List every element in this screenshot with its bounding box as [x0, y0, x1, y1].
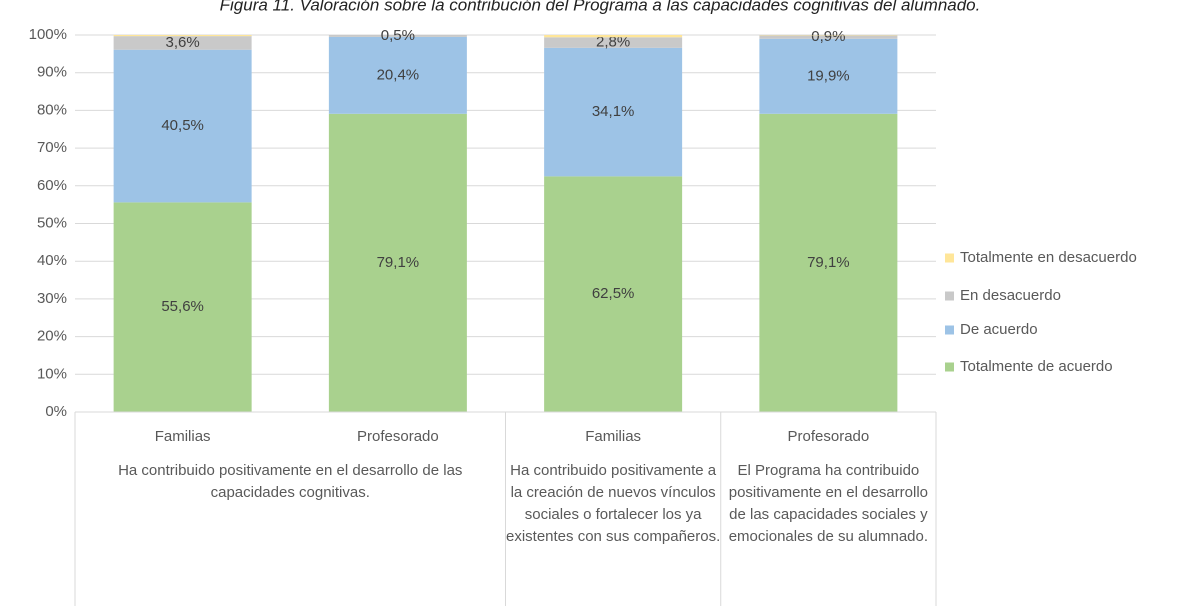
group-label: Ha contribuido positivamente en el desar… [118, 462, 463, 501]
y-tick-label: 0% [45, 403, 67, 420]
bar-segment [328, 36, 467, 114]
legend-label: De acuerdo [960, 321, 1038, 338]
y-tick-label: 10% [37, 365, 67, 382]
data-label: 34,1% [592, 103, 635, 120]
group-label: El Programa ha contribuido positivamente… [728, 462, 929, 545]
legend-swatch [945, 325, 954, 335]
legend-label: En desacuerdo [960, 287, 1061, 304]
y-tick-label: 60% [37, 177, 67, 194]
bar-segment [544, 176, 683, 412]
y-tick-label: 80% [37, 101, 67, 118]
data-label: 40,5% [161, 117, 204, 134]
x-tick-label: Familias [585, 428, 641, 445]
data-label: 20,4% [377, 66, 420, 83]
bar-segment [544, 47, 683, 177]
group-label: Ha contribuido positivamente a la creaci… [505, 462, 721, 545]
bar-segment [544, 35, 683, 38]
bar-segment [113, 35, 252, 37]
y-tick-label: 30% [37, 290, 67, 307]
data-label: 79,1% [807, 254, 850, 271]
bar-segment [759, 35, 898, 39]
x-tick-label: Familias [155, 428, 211, 445]
x-tick-label: Profesorado [788, 428, 870, 445]
bar-segment [113, 202, 252, 412]
bar-segment [759, 38, 898, 114]
chart-title: Figura 11. Valoración sobre la contribuc… [220, 0, 981, 14]
legend-label: Totalmente en desacuerdo [960, 249, 1137, 266]
y-tick-label: 100% [29, 26, 67, 43]
bar-segment [759, 113, 898, 412]
y-tick-label: 40% [37, 252, 67, 269]
y-tick-label: 20% [37, 328, 67, 345]
data-label: 2,8% [596, 34, 630, 51]
data-label: 0,5% [381, 27, 415, 44]
data-label: 79,1% [377, 254, 420, 271]
data-label: 3,6% [166, 34, 200, 51]
data-label: 0,9% [811, 28, 845, 45]
legend-swatch [945, 253, 954, 263]
y-tick-label: 50% [37, 214, 67, 231]
legend-label: Totalmente de acuerdo [960, 358, 1113, 375]
data-label: 19,9% [807, 67, 850, 84]
legend-swatch [945, 291, 954, 301]
bar-segment [328, 35, 467, 37]
bar-segment [328, 113, 467, 412]
data-label: 62,5% [592, 285, 635, 302]
data-label: 55,6% [161, 298, 204, 315]
legend-swatch [945, 362, 954, 372]
y-tick-label: 70% [37, 139, 67, 156]
bar-segment [113, 49, 252, 203]
y-tick-label: 90% [37, 64, 67, 81]
bar-segment [113, 36, 252, 50]
x-tick-label: Profesorado [357, 428, 439, 445]
bar-segment [544, 37, 683, 48]
